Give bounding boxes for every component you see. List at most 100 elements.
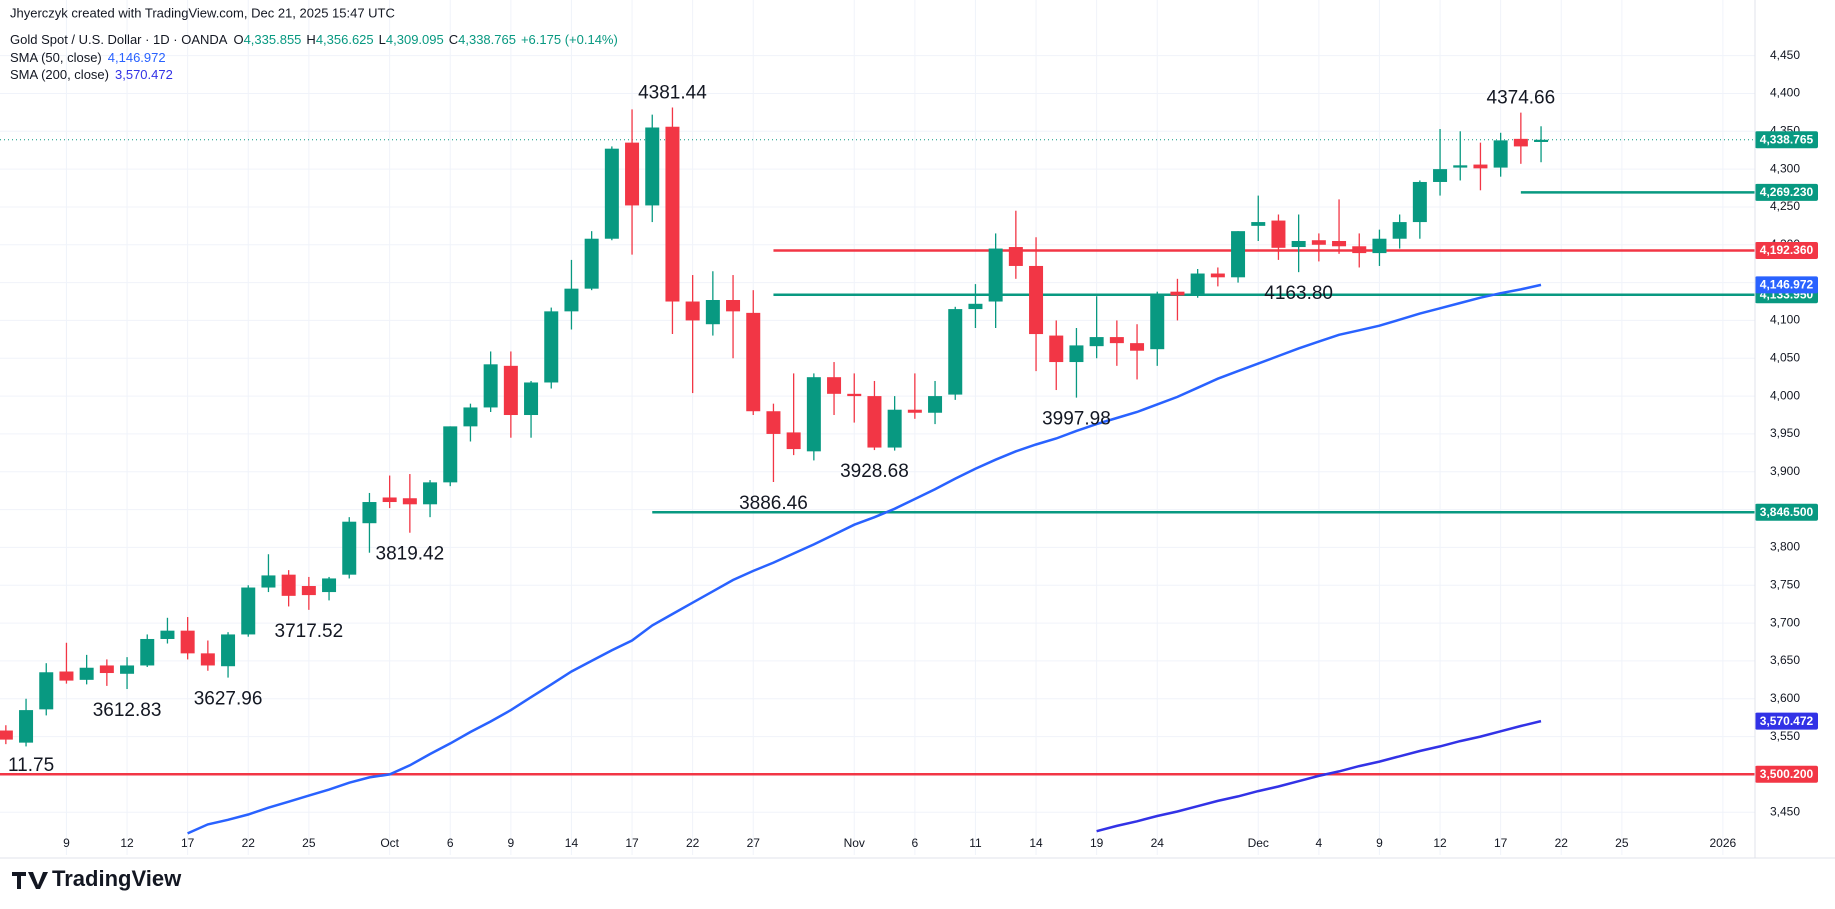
legend-name: SMA (50, close) [10,50,102,65]
price-badge [1755,242,1818,260]
candle-body [1493,140,1508,168]
candle-body [1392,222,1407,239]
x-tick-label: 25 [302,836,316,850]
axes: 3,4503,5003,5503,6003,6503,7003,7503,800… [63,48,1818,850]
candle-body [140,638,155,666]
candle-body [665,126,680,302]
candle-body [1170,291,1185,296]
candle-body [382,497,397,503]
price-annotation: 3928.68 [840,461,909,482]
y-tick-label: 3,900 [1770,464,1800,478]
legend-name: SMA (200, close) [10,67,109,82]
brand-name: TradingView [52,866,182,891]
y-tick-label: 3,650 [1770,653,1800,667]
candle-body [1029,265,1044,335]
ohlc-value: 4,335.855 [244,32,302,47]
price-badge-label: 4,192.360 [1760,243,1814,257]
x-tick-label: 6 [912,836,919,850]
x-tick-label: 17 [1494,836,1508,850]
candle-body [1412,181,1427,223]
candle-body [1372,238,1387,254]
x-tick-label: 22 [686,836,700,850]
price-annotation: 3612.83 [93,700,162,721]
price-annotation: 4381.44 [638,83,707,104]
y-tick-label: 3,800 [1770,540,1800,554]
candle-body [604,148,619,239]
candle-body [928,396,943,413]
symbol: Gold Spot / U.S. Dollar · 1D · OANDA [10,32,228,47]
y-tick-label: 4,450 [1770,48,1800,62]
y-tick-label: 4,000 [1770,388,1800,402]
candle-body [645,127,660,206]
candle-body [180,630,195,654]
price-badge-label: 3,846.500 [1760,505,1814,519]
candle-body [1190,273,1205,296]
candle-body [0,730,13,740]
candle-body [1352,246,1367,254]
y-tick-label: 3,700 [1770,615,1800,629]
candle-body [887,409,902,448]
candle-body [544,311,559,383]
symbol-line: Gold Spot / U.S. Dollar · 1D · OANDA O4,3… [10,32,618,47]
candle-body [443,426,458,483]
ohlc-value: 4,338.765 [458,32,516,47]
legend-value: 3,570.472 [115,67,173,82]
x-tick-label: Dec [1248,836,1269,850]
candle-body [1069,345,1084,363]
x-tick-label: 9 [1376,836,1383,850]
y-tick-label: 4,100 [1770,313,1800,327]
y-tick-label: 4,250 [1770,199,1800,213]
x-tick-label: 9 [508,836,515,850]
sma-line [187,283,1542,835]
y-tick-label: 4,300 [1770,161,1800,175]
x-tick-label: 19 [1090,836,1104,850]
x-tick-label: 12 [1433,836,1447,850]
candle-body [584,238,599,289]
ohlc-key: H [306,32,315,47]
candle-body [1210,273,1225,278]
x-tick-label: 2026 [1709,836,1736,850]
sma-line [1096,719,1542,833]
y-tick-label: 3,950 [1770,426,1800,440]
price-annotation: 3819.42 [376,544,445,565]
candle-body [867,396,882,448]
candle-body [241,587,256,635]
ohlc-key: L [379,32,386,47]
candle-body [1008,247,1023,266]
legend-sma: SMA (50, close) 4,146.972 [10,50,166,65]
candle-body [1534,139,1549,142]
plot-area: 4381.44 4374.66 3612.83 3627.96 3717.52 3819.… [0,83,1755,835]
x-tick-label: 17 [625,836,639,850]
price-badge [1755,131,1818,149]
candle-body [968,303,983,310]
x-tick-label: 9 [63,836,70,850]
candle-body [988,248,1003,302]
candle-body [1049,335,1064,363]
price-badge [1755,276,1818,294]
price-annotation: 11.75 [8,755,54,776]
candle-body [1332,240,1347,247]
price-annotation: 3627.96 [194,689,263,710]
price-annotation: 4163.80 [1264,283,1333,304]
y-tick-label: 3,750 [1770,577,1800,591]
price-badge-label: 3,500.200 [1760,767,1814,781]
x-tick-label: 6 [447,836,454,850]
y-tick-label: 3,550 [1770,729,1800,743]
candle-body [59,671,74,681]
candle-body [483,364,498,408]
price-annotation: 3717.52 [275,621,344,642]
x-tick-label: 22 [242,836,256,850]
candle-body [1311,240,1326,245]
header: Jhyerczyk created with TradingView.com, … [10,5,618,82]
y-tick-label: 4,400 [1770,86,1800,100]
candle-body [1291,240,1306,248]
candle-body [1150,293,1165,350]
candle-body [281,574,296,596]
candle-body [705,300,720,325]
candle-body [1453,165,1468,168]
ohlc-key: C [449,32,458,47]
price-badge-label: 4,269.230 [1760,185,1814,199]
